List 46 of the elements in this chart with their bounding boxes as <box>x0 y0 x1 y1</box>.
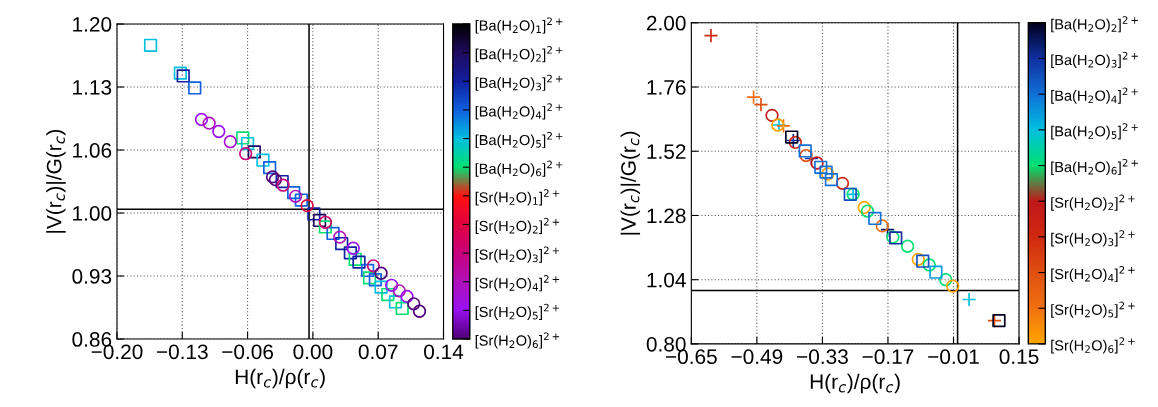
color-bar-label: [Sr(H$_{2}$O)$_{1}$]$^{2+}$ <box>475 189 560 206</box>
x-tick-label: −0.13 <box>156 344 208 360</box>
x-tick-label: −0.06 <box>222 344 274 360</box>
x-tick-label: −0.01 <box>928 349 979 365</box>
y-tick-label: 1.06 <box>73 143 112 158</box>
color-bar-label: [Sr(H$_{2}$O)$_{5}$]$^{2+}$ <box>1051 301 1135 318</box>
color-bar-label: [Ba(H$_{2}$O)$_{2}$]$^{2+}$ <box>475 46 563 63</box>
y-tick-label: 2.00 <box>646 15 686 31</box>
y-tick-label: 1.20 <box>73 17 112 32</box>
color-bar-label: [Sr(H$_{2}$O)$_{5}$]$^{2+}$ <box>475 303 560 320</box>
color-bar-label: [Sr(H$_{2}$O)$_{3}$]$^{2+}$ <box>1051 230 1135 247</box>
x-tick-label: 0.14 <box>424 344 464 360</box>
color-bar-label: [Sr(H$_{2}$O)$_{2}$]$^{2+}$ <box>475 217 560 235</box>
x-axis-title: H(r$_{c}$)/ρ(r$_{c}$) <box>235 368 325 389</box>
color-bar-label: [Ba(H$_{2}$O)$_{6}$]$^{2+}$ <box>475 160 563 177</box>
y-tick-label: 1.04 <box>647 272 686 288</box>
color-bar-label: [Sr(H$_{2}$O)$_{2}$]$^{2+}$ <box>1051 194 1135 211</box>
color-bar-label: [Ba(H$_{2}$O)$_{3}$]$^{2+}$ <box>1051 51 1138 69</box>
y-tick-label: 1.13 <box>73 80 112 95</box>
color-bar-label: [Sr(H$_{2}$O)$_{3}$]$^{2+}$ <box>475 246 560 263</box>
x-axis-title: H(r$_{c}$)/ρ(r$_{c}$) <box>810 373 900 394</box>
color-bar-label: [Ba(H$_{2}$O)$_{6}$]$^{2+}$ <box>1051 158 1138 176</box>
color-bar-label: [Ba(H$_{2}$O)$_{1}$]$^{2+}$ <box>475 17 563 34</box>
color-bar-label: [Sr(H$_{2}$O)$_{4}$]$^{2+}$ <box>1051 265 1135 283</box>
color-bar-label: [Sr(H$_{2}$O)$_{6}$]$^{2+}$ <box>1051 337 1135 354</box>
color-bar-label: [Ba(H$_{2}$O)$_{5}$]$^{2+}$ <box>1051 123 1138 140</box>
y-tick-label: 1.52 <box>647 144 686 159</box>
y-axis-title: |V(r$_{c}$)|/G(r$_{c}$) <box>46 129 66 233</box>
x-tick-label: −0.17 <box>862 349 914 365</box>
color-bar-label: [Ba(H$_{2}$O)$_{5}$]$^{2+}$ <box>475 131 563 149</box>
color-bar-label: [Ba(H$_{2}$O)$_{4}$]$^{2+}$ <box>475 103 563 120</box>
x-tick-label: −0.33 <box>797 349 848 365</box>
y-tick-label: 0.93 <box>72 269 112 284</box>
y-axis-title: |V(r$_{c}$)|/G(r$_{c}$) <box>620 131 641 235</box>
color-bar-label: [Sr(H$_{2}$O)$_{4}$]$^{2+}$ <box>475 275 560 292</box>
color-bar-label: [Sr(H$_{2}$O)$_{6}$]$^{2+}$ <box>475 332 560 349</box>
y-tick-label: 1.28 <box>647 208 686 224</box>
x-tick-label: 0.07 <box>358 344 398 360</box>
y-tick-label: 1.00 <box>73 206 112 221</box>
color-bar-label: [Ba(H$_{2}$O)$_{3}$]$^{2+}$ <box>475 74 563 91</box>
color-bar-label: [Ba(H$_{2}$O)$_{2}$]$^{2+}$ <box>1051 16 1138 33</box>
color-bar-label: [Ba(H$_{2}$O)$_{4}$]$^{2+}$ <box>1051 87 1138 104</box>
x-tick-label: 0.15 <box>999 349 1039 365</box>
x-tick-label: 0.00 <box>293 344 333 360</box>
y-tick-label: 1.76 <box>647 80 686 95</box>
x-tick-label: −0.49 <box>731 349 783 365</box>
